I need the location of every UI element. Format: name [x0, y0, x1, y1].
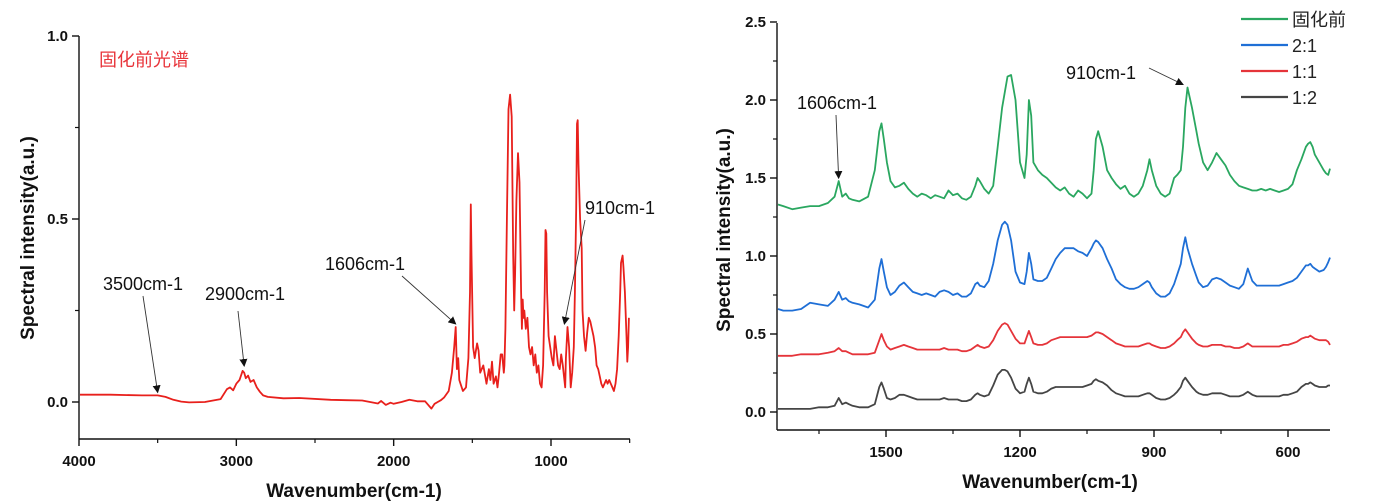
y-tick-label: 0.5	[47, 211, 68, 228]
x-tick-label: 1500	[869, 444, 902, 461]
annotation-arrow	[142, 295, 161, 394]
x-tick-label: 900	[1141, 444, 1166, 461]
peak-annotation-label: 910cm-1	[1066, 63, 1136, 83]
right-y-axis-title: Spectral intensity(a.u.)	[714, 128, 735, 332]
y-tick-label: 2.0	[745, 92, 766, 109]
y-tick-label: 0.0	[47, 394, 68, 411]
x-tick-label: 2000	[377, 453, 410, 470]
left-x-axis-title: Wavenumber(cm-1)	[266, 481, 442, 502]
annotation-arrow	[834, 114, 843, 180]
left-y-axis-title: Spectral intensity(a.u.)	[18, 136, 39, 340]
y-tick-label: 1.0	[745, 248, 766, 265]
annotation-arrow	[237, 310, 248, 368]
right-legend: 固化前 2:1 1:1 1:2	[1241, 10, 1346, 108]
series-line-before-curing	[80, 93, 630, 410]
peak-annotation-label: 2900cm-1	[205, 284, 285, 304]
peak-annotation-label: 3500cm-1	[103, 274, 183, 294]
left-chart-title: 固化前光谱	[99, 50, 189, 71]
left-chart: 0.0 0.5 1.0 4000 3000 2000 1000 3500cm-1 2900cm…	[18, 28, 655, 502]
y-tick-label: 0.5	[745, 326, 766, 343]
left-axis-ticks: 0.0 0.5 1.0 4000 3000 2000 1000	[47, 28, 631, 470]
legend-label: 1:2	[1292, 88, 1317, 108]
right-series-group	[777, 74, 1331, 410]
y-tick-label: 0.0	[745, 404, 766, 421]
series-line-before-curing	[777, 74, 1331, 211]
right-x-axis-title: Wavenumber(cm-1)	[962, 472, 1138, 493]
x-tick-label: 600	[1275, 444, 1300, 461]
series-line-1-to-1	[778, 322, 1331, 357]
right-axis-ticks: 0.0 0.5 1.0 1.5 2.0 2.5 1500 1200 900 600	[745, 14, 1300, 461]
peak-annotation-label: 1606cm-1	[797, 93, 877, 113]
annotation-arrow	[1148, 67, 1184, 86]
annotation-arrow	[561, 219, 586, 325]
x-tick-label: 4000	[62, 453, 95, 470]
x-tick-label: 1000	[534, 453, 567, 470]
series-line-2-to-1	[777, 220, 1331, 312]
right-annotations: 1606cm-1 910cm-1	[797, 63, 1184, 180]
x-tick-label: 3000	[220, 453, 253, 470]
legend-label: 2:1	[1292, 36, 1317, 56]
legend-label: 1:1	[1292, 62, 1317, 82]
legend-label: 固化前	[1292, 10, 1346, 30]
left-annotations: 3500cm-1 2900cm-1 1606cm-1 910cm-1	[103, 198, 655, 394]
y-tick-label: 1.0	[47, 28, 68, 45]
y-tick-label: 2.5	[745, 14, 766, 31]
right-chart: 0.0 0.5 1.0 1.5 2.0 2.5 1500 1200 900 600 1606cm-…	[714, 10, 1346, 493]
left-series-group	[80, 93, 630, 410]
peak-annotation-label: 910cm-1	[585, 198, 655, 218]
x-tick-label: 1200	[1003, 444, 1036, 461]
series-line-1-to-2	[778, 368, 1330, 410]
annotation-arrow	[401, 275, 457, 325]
y-tick-label: 1.5	[745, 170, 766, 187]
peak-annotation-label: 1606cm-1	[325, 254, 405, 274]
